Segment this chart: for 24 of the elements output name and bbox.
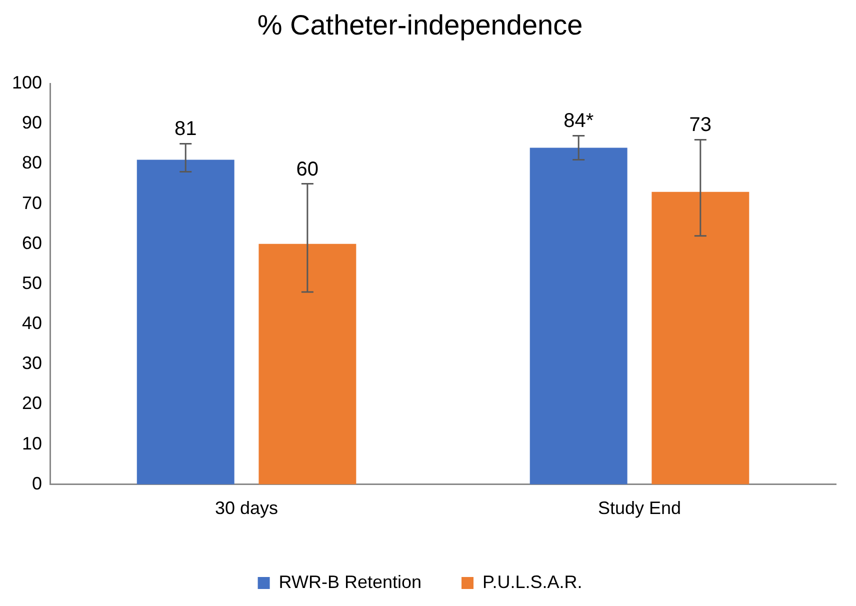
- data-label: 84*: [564, 110, 594, 132]
- y-tick-label: 100: [12, 72, 42, 93]
- x-tick-label: Study End: [598, 498, 682, 518]
- y-tick-label: 80: [22, 152, 42, 173]
- y-tick-label: 0: [32, 473, 42, 494]
- data-label: 60: [296, 158, 319, 180]
- bar: [136, 160, 234, 484]
- bar: [258, 244, 356, 484]
- chart-title: % Catheter-independence: [257, 10, 583, 41]
- y-tick-label: 40: [22, 313, 42, 334]
- data-label: 73: [689, 114, 712, 136]
- y-tick-label: 70: [22, 192, 42, 213]
- y-tick-label: 30: [22, 353, 42, 374]
- bar: [530, 148, 628, 484]
- y-tick-label: 60: [22, 232, 42, 253]
- legend-label: P.U.L.S.A.R.: [482, 572, 582, 592]
- y-tick-label: 90: [22, 112, 42, 133]
- y-tick-label: 10: [22, 433, 42, 454]
- y-tick-label: 20: [22, 393, 42, 414]
- x-tick-label: 30 days: [215, 498, 278, 518]
- data-label: 81: [174, 118, 197, 140]
- y-tick-label: 50: [22, 272, 42, 293]
- bar: [652, 192, 750, 484]
- legend-label: RWR-B Retention: [278, 572, 422, 592]
